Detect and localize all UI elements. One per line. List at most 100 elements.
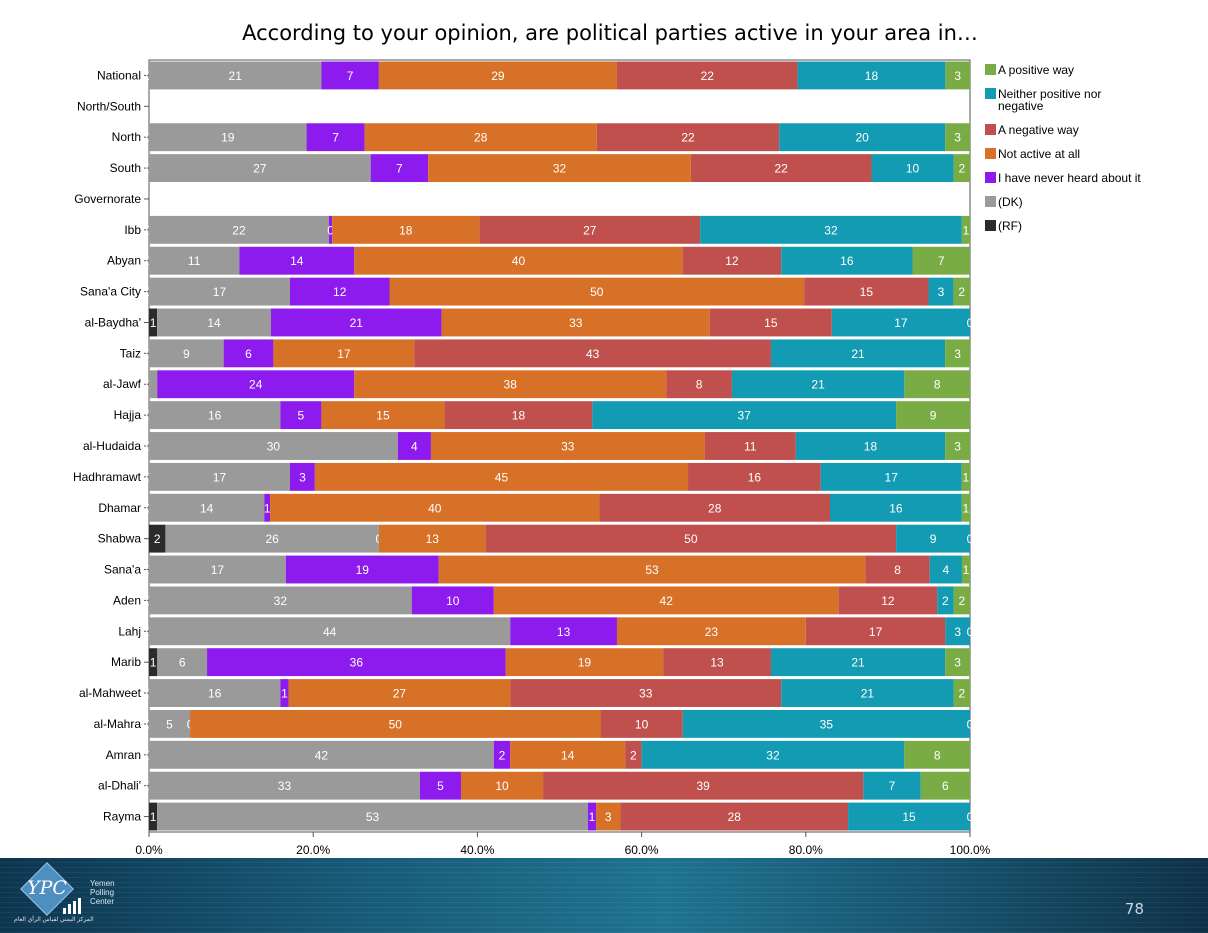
bar-segment: [428, 154, 691, 183]
data-label: 2: [499, 748, 506, 762]
data-label: 28: [474, 131, 488, 145]
data-label: 18: [512, 409, 526, 423]
bar-segment: [270, 308, 442, 337]
bar-segment: [354, 370, 667, 399]
data-label: 50: [389, 717, 403, 731]
bar-segment: [945, 61, 970, 90]
bar-segment: [149, 154, 371, 183]
data-label: 7: [889, 779, 896, 793]
logo-text: Yemen Polling Center: [90, 879, 115, 906]
data-label: 0: [967, 717, 974, 731]
bar-segment: [961, 462, 970, 491]
bar-segment: [863, 771, 921, 800]
data-label: 18: [864, 440, 878, 454]
data-label: 6: [942, 779, 949, 793]
bar-segment: [493, 740, 511, 769]
data-label: 7: [347, 69, 354, 83]
bar-segment: [280, 679, 289, 707]
data-label: 3: [954, 69, 961, 83]
x-tick-label: 80.0%: [789, 843, 823, 857]
data-label: 14: [290, 254, 304, 268]
data-label: 7: [396, 162, 403, 176]
data-label: 7: [332, 131, 339, 145]
bar-segment: [157, 648, 208, 677]
bar-segment: [688, 462, 821, 491]
data-label: 3: [954, 625, 961, 639]
bar-segment: [207, 648, 506, 677]
bar-segment: [871, 154, 954, 183]
bar-segment: [848, 802, 970, 831]
legend-label: (DK): [998, 195, 1023, 209]
data-label: 35: [820, 717, 834, 731]
data-label: 14: [561, 748, 575, 762]
data-label: 16: [208, 409, 222, 423]
data-label: 1: [150, 316, 157, 330]
bar-segment: [510, 617, 617, 646]
bar-segment: [411, 586, 494, 615]
data-label: 17: [213, 470, 227, 484]
bar-segment: [904, 370, 970, 399]
category-label: Amran: [106, 748, 141, 762]
data-label: 36: [350, 656, 364, 670]
bar-segment: [149, 802, 158, 831]
bar-segment: [378, 61, 617, 90]
data-label: 12: [881, 594, 895, 608]
bar-segment: [149, 308, 158, 337]
data-label: 6: [179, 656, 186, 670]
bar-segment: [270, 493, 600, 522]
data-label: 53: [645, 563, 659, 577]
bar-segment: [641, 740, 905, 769]
x-tick-label: 40.0%: [460, 843, 494, 857]
legend-label: I have never heard about it: [998, 171, 1141, 185]
legend-label: A negative way: [998, 123, 1079, 137]
data-label: 13: [426, 532, 440, 546]
logo-letters: YPC: [27, 877, 67, 899]
bar-segment: [543, 771, 864, 800]
bar-segment: [149, 277, 290, 306]
bar-segment: [896, 524, 970, 553]
x-tick-label: 20.0%: [296, 843, 330, 857]
bar-segment: [505, 648, 664, 677]
data-label: 9: [930, 532, 937, 546]
data-label: 14: [207, 316, 221, 330]
bar-segment: [953, 679, 970, 707]
data-label: 16: [208, 687, 222, 701]
bar-segment: [157, 802, 588, 831]
data-label: 37: [738, 409, 752, 423]
bar-segment: [690, 154, 872, 183]
bar-segment: [190, 709, 601, 738]
bar-segment: [149, 617, 511, 646]
category-label: Governorate: [74, 192, 141, 206]
data-label: 5: [298, 409, 305, 423]
data-label: 53: [366, 810, 380, 824]
bar-segment: [865, 555, 930, 584]
legend: A positive way Neither positive nor negati…: [985, 63, 1141, 233]
legend-label: Not active at all: [998, 147, 1080, 161]
bar-segment: [306, 123, 365, 152]
data-label: 2: [942, 594, 949, 608]
bar-segment: [479, 215, 701, 244]
bar-segment: [912, 246, 970, 275]
bar-segment: [149, 401, 281, 430]
data-label: 21: [229, 69, 243, 83]
data-label: 10: [495, 779, 509, 793]
category-label: Dhamar: [98, 501, 141, 515]
bar-segment: [289, 462, 315, 491]
legend-swatch: [985, 172, 996, 183]
legend-swatch: [985, 64, 996, 75]
data-label: 17: [213, 285, 227, 299]
data-label: 18: [399, 223, 413, 237]
bar-segment: [666, 370, 732, 399]
bar-segment: [438, 555, 866, 584]
bar-segment: [430, 432, 705, 460]
data-label: 0: [967, 316, 974, 330]
data-label: 2: [630, 748, 637, 762]
bar-segment: [805, 617, 946, 646]
data-label: 26: [265, 532, 279, 546]
legend-swatch: [985, 220, 996, 231]
legend-label: (RF): [998, 219, 1022, 233]
bar-segment: [354, 246, 683, 275]
data-label: 1: [963, 501, 970, 515]
data-label: 20: [856, 131, 870, 145]
bar-segment: [493, 586, 839, 615]
